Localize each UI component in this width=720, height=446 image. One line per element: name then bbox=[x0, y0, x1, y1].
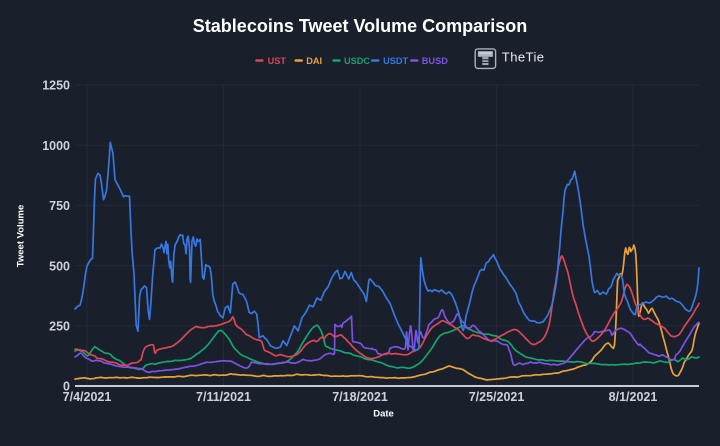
svg-text:7/4/2021: 7/4/2021 bbox=[63, 390, 112, 404]
svg-text:Date: Date bbox=[373, 409, 394, 420]
svg-text:Tweet Volume: Tweet Volume bbox=[16, 205, 27, 267]
svg-text:250: 250 bbox=[49, 320, 70, 334]
svg-text:7/18/2021: 7/18/2021 bbox=[332, 390, 388, 404]
svg-text:BUSD: BUSD bbox=[422, 56, 448, 66]
svg-text:0: 0 bbox=[63, 380, 70, 394]
svg-text:1250: 1250 bbox=[42, 79, 70, 93]
svg-text:1000: 1000 bbox=[42, 139, 70, 153]
svg-text:8/1/2021: 8/1/2021 bbox=[609, 390, 658, 404]
svg-text:DAI: DAI bbox=[306, 56, 322, 66]
svg-text:USDT: USDT bbox=[383, 56, 408, 66]
svg-text:Stablecoins Tweet Volume Compa: Stablecoins Tweet Volume Comparison bbox=[193, 16, 527, 36]
svg-text:500: 500 bbox=[49, 259, 70, 273]
svg-text:7/25/2021: 7/25/2021 bbox=[469, 390, 525, 404]
svg-text:7/11/2021: 7/11/2021 bbox=[196, 390, 251, 404]
svg-text:USDC: USDC bbox=[344, 56, 370, 66]
svg-text:750: 750 bbox=[49, 199, 70, 213]
svg-text:TheTie: TheTie bbox=[502, 50, 545, 65]
svg-text:UST: UST bbox=[268, 56, 287, 66]
